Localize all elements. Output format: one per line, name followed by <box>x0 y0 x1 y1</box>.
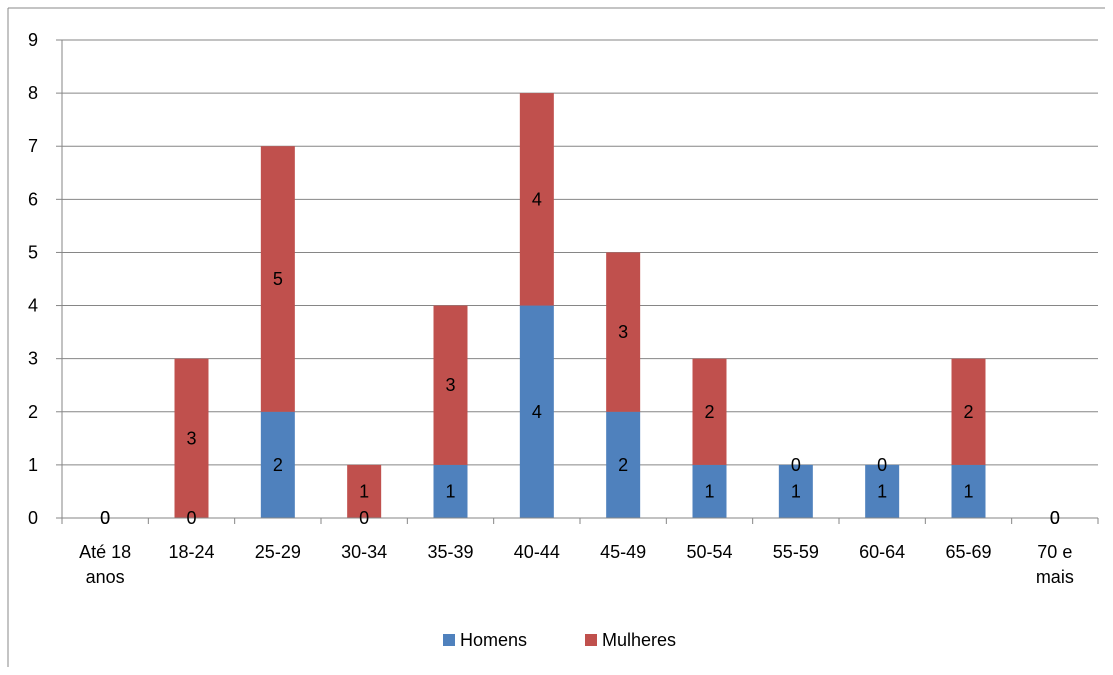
y-tick-label: 8 <box>28 83 38 103</box>
x-tick-label: 35-39 <box>427 542 473 562</box>
data-label-homens: 0 <box>1050 508 1060 528</box>
data-label-homens: 1 <box>963 481 973 501</box>
legend: Homens Mulheres <box>443 630 676 650</box>
data-label-mulheres: 0 <box>1050 508 1060 528</box>
legend-swatch-homens <box>443 634 455 646</box>
data-label-homens: 1 <box>877 481 887 501</box>
data-label-mulheres: 2 <box>963 402 973 422</box>
data-label-mulheres: 3 <box>618 322 628 342</box>
data-label-homens: 4 <box>532 402 542 422</box>
bar-homens <box>260 411 295 518</box>
y-tick-label: 4 <box>28 296 38 316</box>
bar-mulheres <box>260 146 295 412</box>
x-tick-label: 60-64 <box>859 542 905 562</box>
y-tick-label: 3 <box>28 349 38 369</box>
legend-label-mulheres: Mulheres <box>602 630 676 650</box>
axes: 0 1 2 3 4 5 6 7 8 9 Até 18 anos 18-24 25-29 30-34 35-39… <box>7 7 1105 667</box>
gridlines <box>62 39 1098 466</box>
bar-mulheres <box>692 358 727 465</box>
x-tick-label: 40-44 <box>514 542 560 562</box>
x-tick-label: Até 18 anos <box>79 542 131 587</box>
bar-homens <box>692 464 727 518</box>
bar-mulheres <box>606 252 641 412</box>
data-label-mulheres: 0 <box>877 455 887 475</box>
y-tick-label: 7 <box>28 136 38 156</box>
x-tick-label: 65-69 <box>945 542 991 562</box>
data-label-homens: 0 <box>100 508 110 528</box>
data-label-homens: 1 <box>445 481 455 501</box>
data-label-mulheres: 3 <box>445 375 455 395</box>
bar-mulheres <box>951 358 986 465</box>
x-tick-label: 45-49 <box>600 542 646 562</box>
y-tick-label: 2 <box>28 402 38 422</box>
data-label-homens: 1 <box>791 481 801 501</box>
bar-homens <box>778 464 813 518</box>
data-label-mulheres: 2 <box>704 402 714 422</box>
bar-homens <box>951 464 986 518</box>
data-label-homens: 2 <box>618 455 628 475</box>
bar-homens <box>433 464 468 518</box>
bar-homens <box>606 411 641 518</box>
data-label-mulheres: 3 <box>186 428 196 448</box>
legend-swatch-mulheres <box>585 634 597 646</box>
data-label-mulheres: 5 <box>273 269 283 289</box>
data-label-mulheres: 0 <box>791 455 801 475</box>
bar-homens <box>865 464 900 518</box>
legend-label-homens: Homens <box>460 630 527 650</box>
data-label-homens: 0 <box>359 508 369 528</box>
x-tick-label: 55-59 <box>773 542 819 562</box>
y-tick-label: 5 <box>28 242 38 262</box>
bar-homens <box>519 305 554 518</box>
x-tick-label: 18-24 <box>168 542 214 562</box>
data-label-homens: 1 <box>704 481 714 501</box>
data-label-homens: 0 <box>186 508 196 528</box>
x-tick-label: 30-34 <box>341 542 387 562</box>
bar-mulheres <box>347 464 382 518</box>
data-label-homens: 2 <box>273 455 283 475</box>
y-tick-label: 1 <box>28 455 38 475</box>
data-label-mulheres: 0 <box>100 508 110 528</box>
bar-mulheres <box>174 358 209 518</box>
x-tick-label: 25-29 <box>255 542 301 562</box>
x-tick-label: 50-54 <box>686 542 732 562</box>
data-label-mulheres: 1 <box>359 481 369 501</box>
data-label-mulheres: 4 <box>532 189 542 209</box>
y-tick-label: 0 <box>28 508 38 528</box>
y-tick-label: 9 <box>28 30 38 50</box>
bar-mulheres <box>433 305 468 465</box>
bar-mulheres <box>519 93 554 306</box>
x-tick-label: 70 e mais <box>1036 542 1074 587</box>
y-tick-label: 6 <box>28 189 38 209</box>
bars <box>174 93 986 518</box>
